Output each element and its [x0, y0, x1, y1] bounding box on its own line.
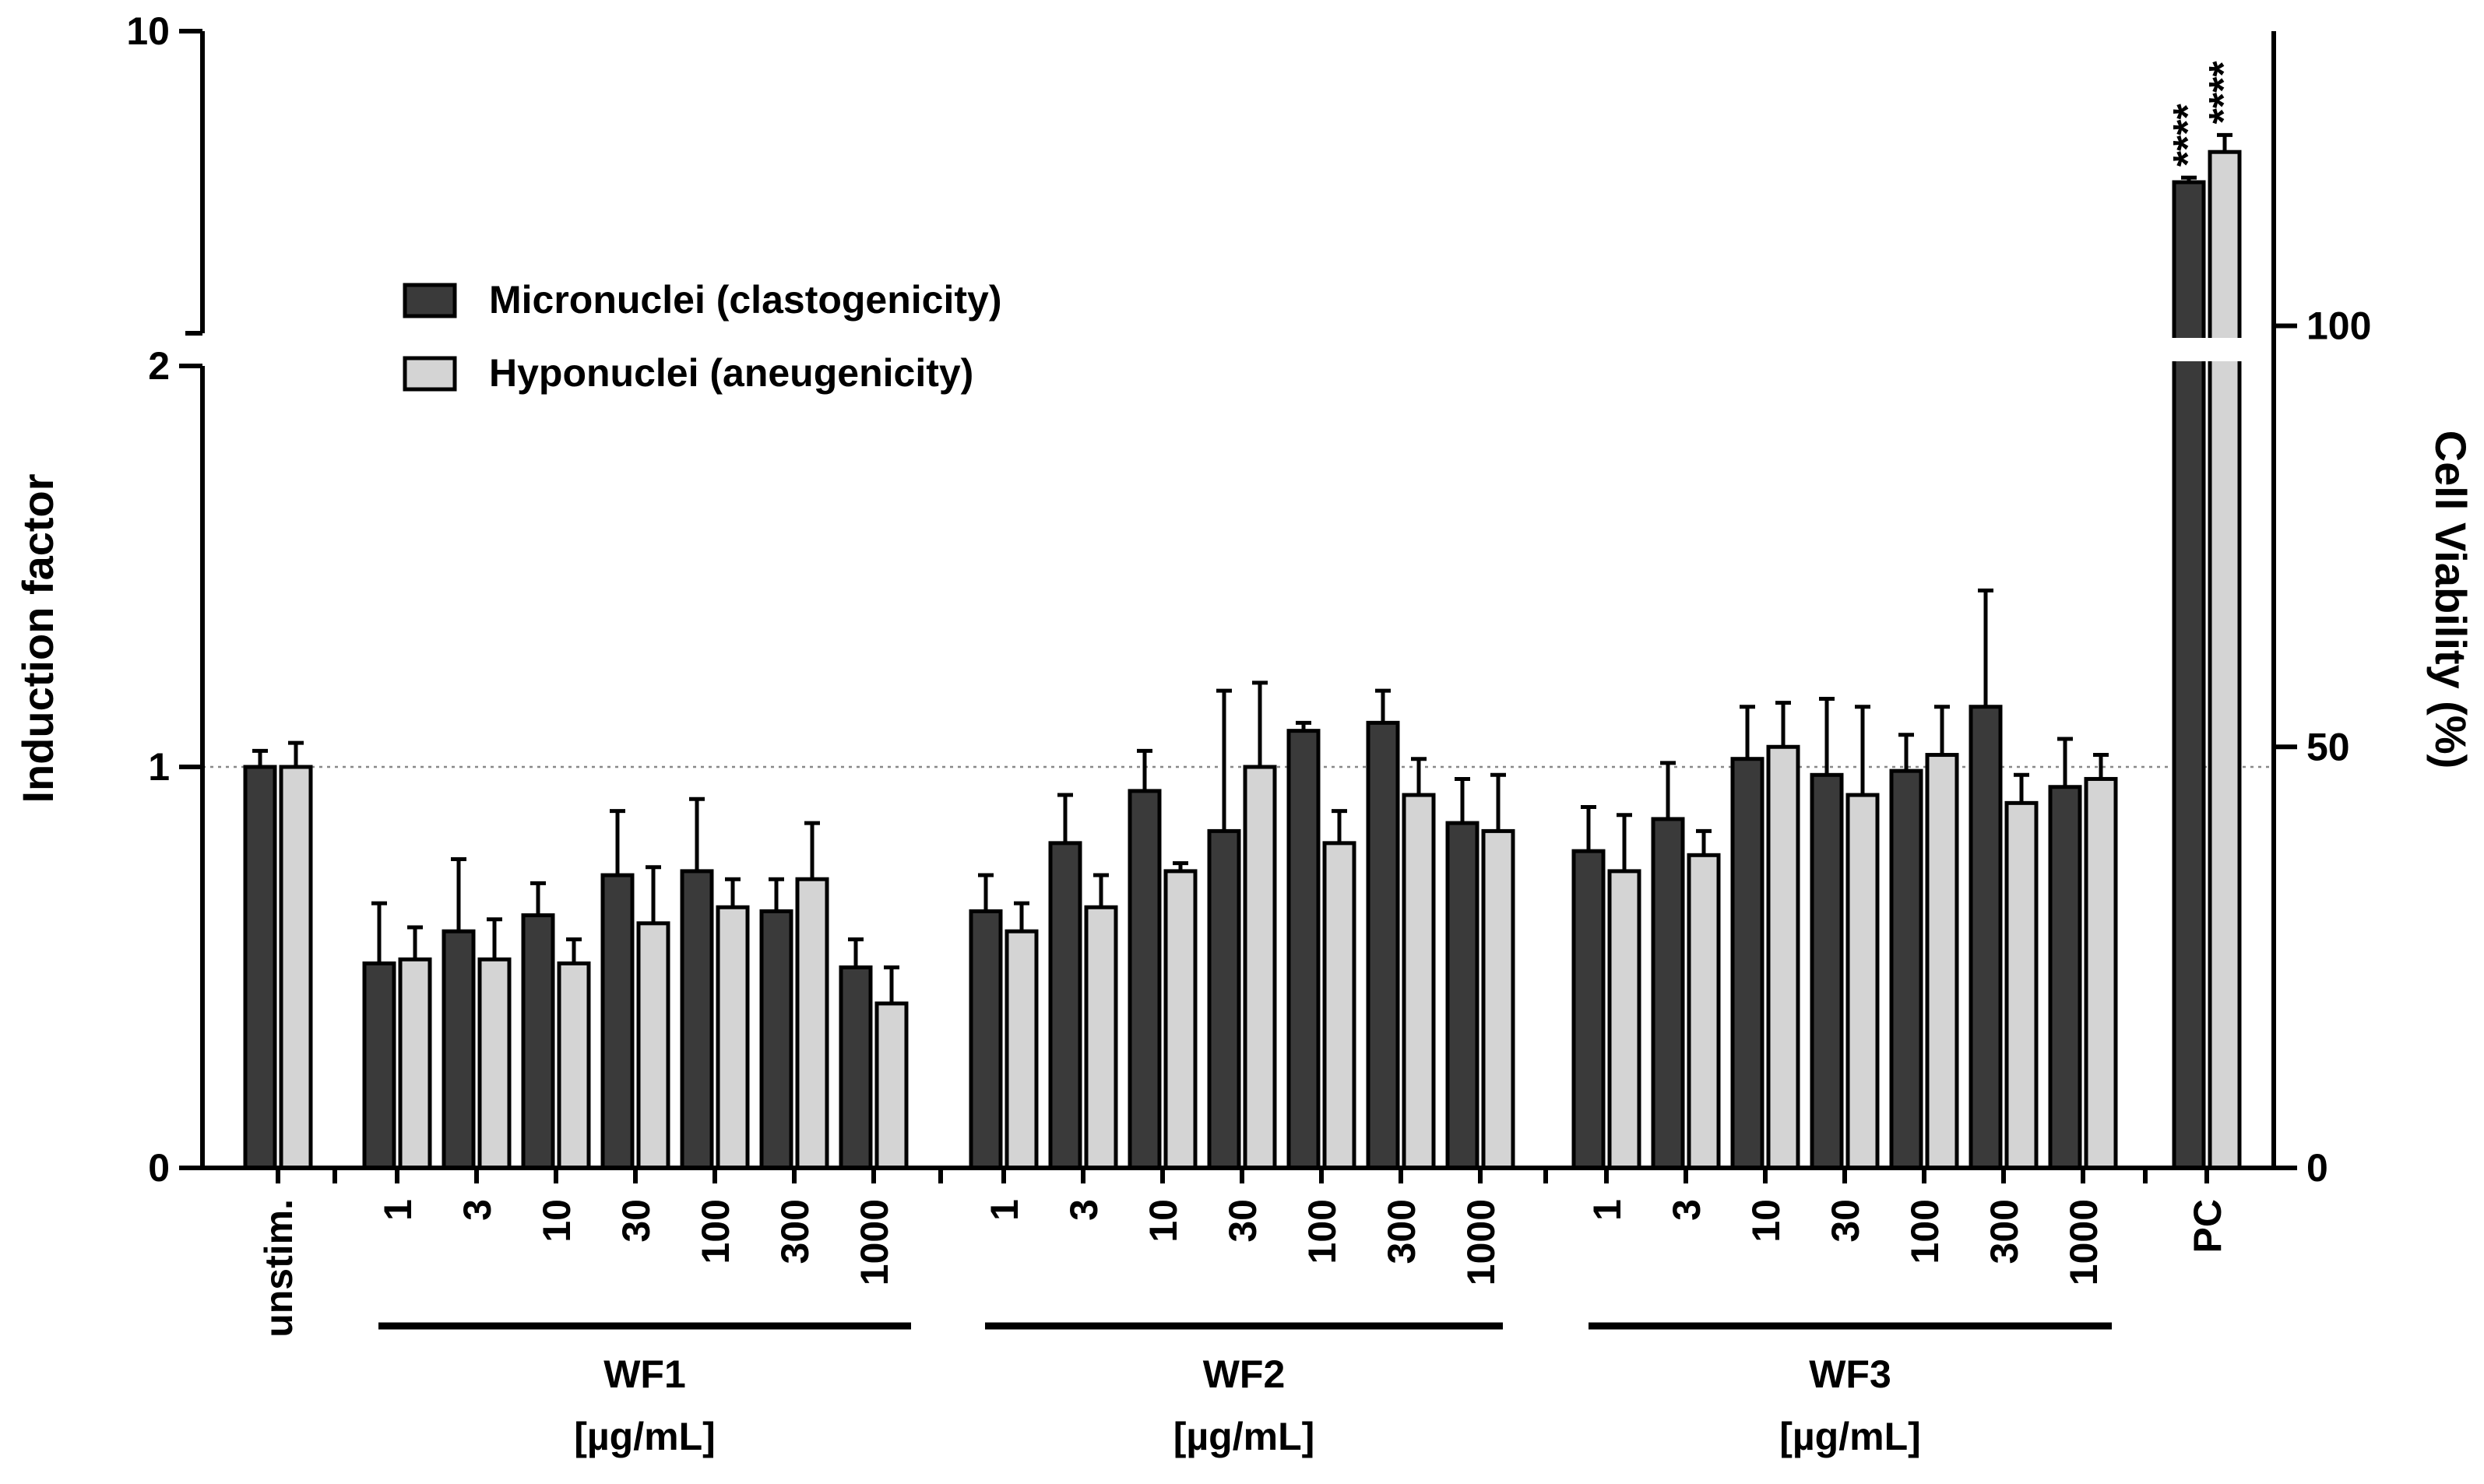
- bar-micronuclei-11: [1207, 828, 1241, 1170]
- bar-hyponuclei-8: [1005, 929, 1039, 1170]
- group-label-3: WF3: [1809, 1352, 1891, 1396]
- bar-micronuclei-0: [243, 765, 277, 1170]
- bar-micronuclei-10: [1128, 789, 1162, 1170]
- bar-hyponuclei-20: [2004, 800, 2039, 1170]
- x-tick-label-6: 300: [773, 1199, 817, 1264]
- group-label-1: WF1: [603, 1352, 686, 1396]
- bar-hyponuclei-13: [1402, 793, 1436, 1170]
- axes-layer: [179, 29, 2297, 1330]
- bar-hyponuclei-9: [1084, 905, 1118, 1170]
- bar-micronuclei-19: [1889, 768, 1923, 1170]
- x-tick-label-2: 3: [456, 1199, 499, 1221]
- bar-micronuclei-14: [1445, 821, 1479, 1170]
- x-tick-label-10: 10: [1142, 1199, 1185, 1243]
- bar-micronuclei-20: [1969, 705, 2003, 1170]
- group-label-2: WF2: [1203, 1352, 1286, 1396]
- y2-tick-label-0: 0: [2306, 1146, 2328, 1190]
- bar-hyponuclei-16: [1687, 853, 1721, 1170]
- x-tick-label-13: 300: [1380, 1199, 1423, 1264]
- bar-hyponuclei-11: [1243, 765, 1277, 1170]
- bar-micronuclei-17: [1730, 757, 1764, 1170]
- bar-hyponuclei-6: [795, 877, 829, 1170]
- group-unit-2: [µg/mL]: [1173, 1415, 1315, 1458]
- bar-hyponuclei-22: [2208, 149, 2242, 1170]
- x-tick-label-5: 100: [694, 1199, 737, 1264]
- x-tick-label-4: 30: [614, 1199, 658, 1243]
- x-tick-label-9: 3: [1062, 1199, 1106, 1221]
- bar-hyponuclei-7: [874, 1001, 909, 1170]
- legend: Micronuclei (clastogenicity) Hyponuclei …: [403, 278, 1001, 395]
- bar-micronuclei-2: [442, 929, 476, 1170]
- y-tick-label-2: 2: [148, 344, 170, 388]
- x-tick-label-16: 3: [1665, 1199, 1708, 1221]
- legend-swatch-micronuclei: [403, 283, 457, 318]
- bar-micronuclei-1: [362, 961, 396, 1170]
- y2-tick-label-2: 100: [2306, 304, 2371, 348]
- bar-micronuclei-18: [1810, 772, 1844, 1170]
- bar-micronuclei-4: [600, 873, 635, 1170]
- x-tick-label-3: 10: [535, 1199, 579, 1243]
- x-tick-label-20: 300: [1983, 1199, 2026, 1264]
- x-tick-label-17: 10: [1744, 1199, 1788, 1243]
- y2-tick-label-1: 50: [2306, 725, 2350, 768]
- bar-hyponuclei-17: [1766, 744, 1800, 1170]
- bar-hyponuclei-15: [1607, 869, 1641, 1170]
- x-tick-label-18: 30: [1824, 1199, 1867, 1243]
- bar-hyponuclei-0: [279, 765, 313, 1170]
- legend-swatch-hyponuclei: [403, 356, 457, 392]
- y-tick-label-3: 10: [126, 9, 170, 53]
- significance-label-1: ****: [2201, 61, 2247, 125]
- x-tick-label-12: 100: [1300, 1199, 1344, 1264]
- bar-hyponuclei-3: [557, 961, 591, 1170]
- bar-micronuclei-3: [521, 913, 555, 1170]
- bar-hyponuclei-5: [716, 905, 750, 1170]
- x-tick-label-21: 1000: [2062, 1199, 2106, 1285]
- bar-micronuclei-21: [2048, 785, 2082, 1170]
- x-tick-label-8: 1: [983, 1199, 1026, 1221]
- axis-break-gap: [210, 338, 2266, 361]
- bar-hyponuclei-2: [477, 957, 512, 1170]
- y-axis-title: Induction factor: [13, 473, 62, 803]
- group-unit-1: [µg/mL]: [574, 1415, 716, 1458]
- x-tick-label-7: 1000: [853, 1199, 896, 1285]
- bar-micronuclei-7: [839, 965, 873, 1170]
- x-tick-label-22: PC: [2186, 1199, 2229, 1253]
- bar-hyponuclei-21: [2084, 776, 2118, 1170]
- bar-hyponuclei-14: [1481, 828, 1515, 1170]
- bar-hyponuclei-10: [1163, 869, 1198, 1170]
- bar-micronuclei-5: [680, 869, 714, 1170]
- group-unit-3: [µg/mL]: [1779, 1415, 1921, 1458]
- bar-micronuclei-16: [1651, 817, 1685, 1170]
- bar-micronuclei-13: [1366, 720, 1400, 1170]
- bar-hyponuclei-1: [398, 957, 432, 1170]
- bar-micronuclei-12: [1286, 729, 1321, 1170]
- bar-micronuclei-8: [969, 909, 1003, 1170]
- significance-label-0: ****: [2166, 103, 2211, 167]
- x-tick-label-11: 30: [1221, 1199, 1265, 1243]
- y2-axis-title: Cell Viability (%): [2426, 431, 2475, 769]
- legend-label-hyponuclei: Hyponuclei (aneugenicity): [489, 351, 973, 395]
- x-tick-label-19: 100: [1903, 1199, 1947, 1264]
- bar-micronuclei-15: [1571, 849, 1606, 1170]
- x-tick-label-14: 1000: [1459, 1199, 1503, 1285]
- legend-label-micronuclei: Micronuclei (clastogenicity): [489, 278, 1001, 322]
- bar-micronuclei-6: [759, 909, 793, 1170]
- y-tick-label-1: 1: [148, 745, 170, 789]
- x-tick-label-0: unstim.: [257, 1199, 301, 1338]
- x-tick-label-1: 1: [376, 1199, 420, 1221]
- bar-hyponuclei-12: [1322, 841, 1356, 1170]
- y-tick-label-0: 0: [148, 1146, 170, 1190]
- bar-hyponuclei-4: [636, 921, 670, 1170]
- bar-hyponuclei-19: [1925, 753, 1959, 1170]
- x-tick-label-15: 1: [1585, 1199, 1629, 1221]
- bar-micronuclei-9: [1048, 841, 1082, 1170]
- bar-micronuclei-22: [2172, 180, 2206, 1170]
- bar-hyponuclei-18: [1845, 793, 1880, 1170]
